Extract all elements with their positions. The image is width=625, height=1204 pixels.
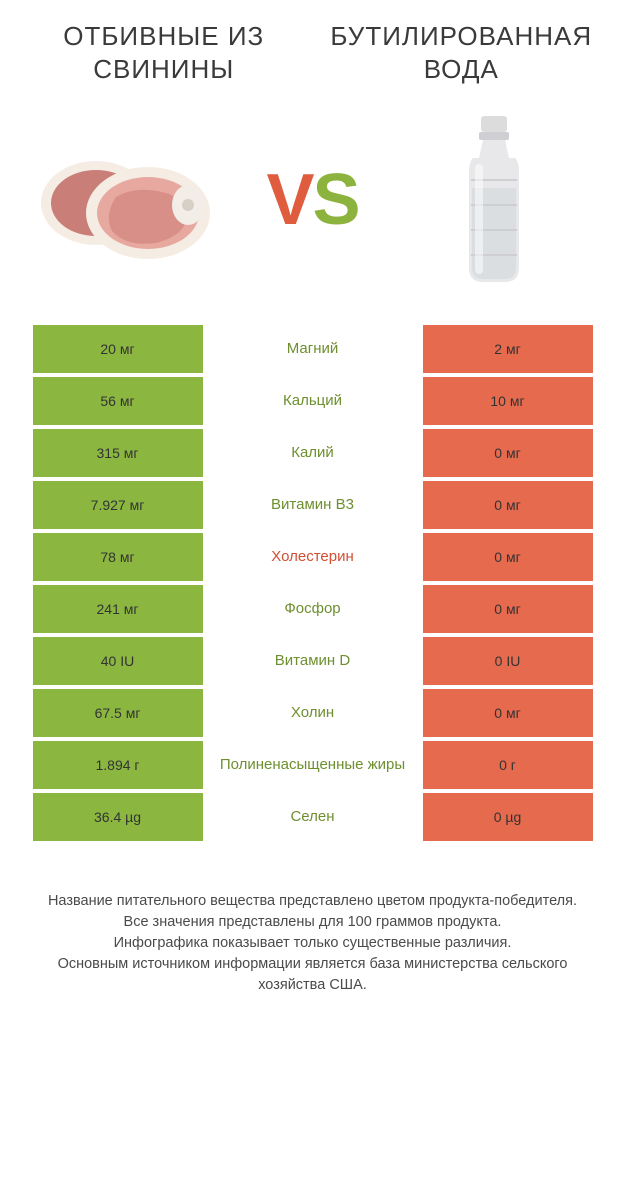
title-row: ОТБИВНЫЕ ИЗ СВИНИНЫ БУТИЛИРОВАННАЯ ВОДА [15, 20, 610, 85]
nutrient-label: Холестерин [203, 533, 423, 581]
right-value: 0 мг [423, 481, 593, 529]
footnote-line-3: Инфографика показывает только существенн… [114, 935, 512, 951]
table-row: 20 мгМагний2 мг [33, 325, 593, 373]
table-row: 241 мгФосфор0 мг [33, 585, 593, 633]
left-value: 78 мг [33, 533, 203, 581]
right-value: 2 мг [423, 325, 593, 373]
left-value: 1.894 г [33, 741, 203, 789]
table-row: 315 мгКалий0 мг [33, 429, 593, 477]
vs-letter-v: V [266, 160, 312, 240]
nutrient-label: Полиненасыщенные жиры [203, 741, 423, 789]
left-product-title: ОТБИВНЫЕ ИЗ СВИНИНЫ [15, 20, 313, 85]
left-value: 56 мг [33, 377, 203, 425]
table-row: 40 IUВитамин D0 IU [33, 637, 593, 685]
footnote-line-1: Название питательного вещества представл… [48, 893, 577, 909]
footnote-line-4: Основным источником информации является … [58, 956, 568, 993]
right-value: 0 IU [423, 637, 593, 685]
table-row: 7.927 мгВитамин B30 мг [33, 481, 593, 529]
nutrition-table: 20 мгМагний2 мг56 мгКальций10 мг315 мгКа… [33, 325, 593, 841]
water-bottle-icon [439, 110, 549, 290]
right-value: 0 µg [423, 793, 593, 841]
left-value: 67.5 мг [33, 689, 203, 737]
right-value: 0 мг [423, 689, 593, 737]
left-value: 36.4 µg [33, 793, 203, 841]
right-value: 10 мг [423, 377, 593, 425]
vs-letter-s: S [313, 160, 359, 240]
nutrient-label: Калий [203, 429, 423, 477]
footnote: Название питательного вещества представл… [15, 891, 610, 996]
table-row: 56 мгКальций10 мг [33, 377, 593, 425]
left-value: 7.927 мг [33, 481, 203, 529]
right-value: 0 мг [423, 429, 593, 477]
table-row: 36.4 µgСелен0 µg [33, 793, 593, 841]
footnote-line-2: Все значения представлены для 100 граммо… [124, 914, 502, 930]
left-value: 20 мг [33, 325, 203, 373]
pork-chop-icon [36, 135, 226, 265]
nutrient-label: Витамин B3 [203, 481, 423, 529]
nutrient-label: Кальций [203, 377, 423, 425]
right-product-title: БУТИЛИРОВАННАЯ ВОДА [313, 20, 611, 85]
left-product-image [15, 135, 246, 265]
right-value: 0 г [423, 741, 593, 789]
comparison-infographic: ОТБИВНЫЕ ИЗ СВИНИНЫ БУТИЛИРОВАННАЯ ВОДА … [0, 0, 625, 996]
nutrient-label: Витамин D [203, 637, 423, 685]
right-product-image [379, 110, 610, 290]
left-value: 40 IU [33, 637, 203, 685]
nutrient-label: Холин [203, 689, 423, 737]
nutrient-label: Селен [203, 793, 423, 841]
nutrient-label: Фосфор [203, 585, 423, 633]
vs-label: VS [266, 159, 358, 241]
left-value: 241 мг [33, 585, 203, 633]
table-row: 1.894 гПолиненасыщенные жиры0 г [33, 741, 593, 789]
hero-row: VS [15, 115, 610, 285]
right-value: 0 мг [423, 533, 593, 581]
table-row: 78 мгХолестерин0 мг [33, 533, 593, 581]
table-row: 67.5 мгХолин0 мг [33, 689, 593, 737]
left-value: 315 мг [33, 429, 203, 477]
nutrient-label: Магний [203, 325, 423, 373]
right-value: 0 мг [423, 585, 593, 633]
